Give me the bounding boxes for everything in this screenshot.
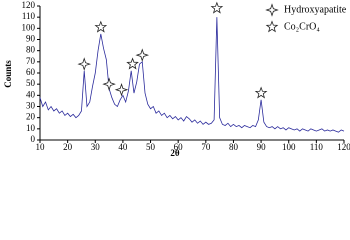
peak-marker <box>77 57 92 71</box>
x-tick-label: 40 <box>118 142 128 152</box>
y-tick-label: 40 <box>26 89 36 99</box>
x-tick-label: 10 <box>36 142 46 152</box>
peak-marker <box>210 1 224 14</box>
y-axis-label: Counts <box>3 60 13 88</box>
x-tick-label: 20 <box>63 142 73 152</box>
y-tick-label: 100 <box>22 22 36 32</box>
x-tick-label: 120 <box>337 142 350 152</box>
y-tick-label: 50 <box>26 78 36 88</box>
y-tick-label: 60 <box>26 67 36 77</box>
x-tick-label: 60 <box>174 142 184 152</box>
peak-marker <box>102 77 116 91</box>
y-tick-label: 70 <box>26 56 36 66</box>
y-tick-label: 120 <box>22 0 36 10</box>
x-axis-label: 2θ <box>170 148 180 158</box>
y-tick-label: 80 <box>26 45 36 55</box>
y-tick-label: 20 <box>26 112 36 122</box>
chart: 2θ Counts 010203040506070809010011012010… <box>3 0 350 158</box>
legend-label: Co₂CrO₄ <box>284 21 320 32</box>
peak-marker <box>135 48 150 62</box>
x-tick-label: 100 <box>282 142 296 152</box>
peak-marker <box>254 86 268 99</box>
legend-label: Hydroxyapatite <box>284 4 347 15</box>
y-tick-label: 30 <box>26 101 36 111</box>
peak-marker <box>94 20 108 33</box>
legend-marker <box>265 20 279 33</box>
x-tick-label: 110 <box>310 142 324 152</box>
legend-marker <box>265 3 279 17</box>
y-tick-label: 90 <box>26 34 36 44</box>
y-tick-label: 0 <box>31 134 36 144</box>
x-tick-label: 70 <box>201 142 211 152</box>
x-tick-label: 80 <box>229 142 239 152</box>
x-tick-label: 90 <box>257 142 267 152</box>
x-tick-label: 30 <box>91 142 101 152</box>
y-tick-label: 10 <box>26 123 36 133</box>
peak-marker <box>126 57 139 70</box>
peak-marker <box>114 82 129 97</box>
xrd-pattern <box>39 17 345 133</box>
x-tick-label: 50 <box>146 142 156 152</box>
y-tick-label: 110 <box>22 11 36 21</box>
